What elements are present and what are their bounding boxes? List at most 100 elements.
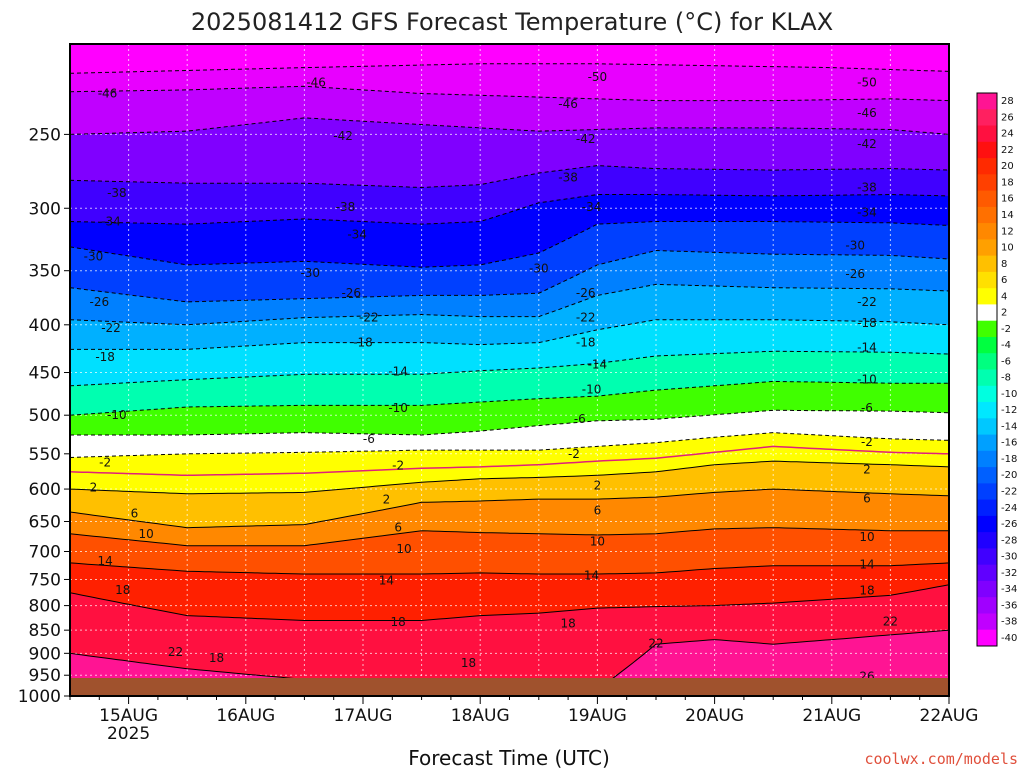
contour-label: 14 xyxy=(379,574,394,588)
contour-label: 2 xyxy=(863,463,871,477)
credit-link[interactable]: coolwx.com/models xyxy=(864,750,1018,768)
colorbar-swatch xyxy=(977,385,997,403)
colorbar-label: -4 xyxy=(1001,340,1011,351)
colorbar-label: 24 xyxy=(1001,129,1014,140)
colorbar-frame xyxy=(976,92,998,647)
y-tick-label: 400 xyxy=(29,316,61,336)
contour-label: -22 xyxy=(576,311,596,325)
colorbar-swatch xyxy=(977,580,997,598)
contour-label: 14 xyxy=(98,554,113,568)
freezing-line xyxy=(70,445,949,477)
colorbar-swatch xyxy=(977,499,997,517)
contour-label: -22 xyxy=(101,321,121,335)
x-tick-label: 21AUG xyxy=(802,706,861,726)
y-tick-label: 850 xyxy=(29,621,61,641)
colorbar-swatch xyxy=(977,564,997,582)
contour-label: 2 xyxy=(383,493,391,507)
x-tick-label: 17AUG xyxy=(334,706,393,726)
colorbar-swatch xyxy=(977,190,997,208)
x-year-label: 2025 xyxy=(107,724,150,744)
y-tick-label: 1000 xyxy=(18,687,61,707)
contour-label: 14 xyxy=(859,558,874,572)
colorbar-swatch xyxy=(977,515,997,533)
contour-label: -26 xyxy=(845,267,865,281)
isotherm-line xyxy=(70,460,949,495)
contour-label: -42 xyxy=(576,132,596,146)
x-axis-label: Forecast Time (UTC) xyxy=(408,746,610,768)
contour-label: 22 xyxy=(648,636,663,650)
colorbar-label: -36 xyxy=(1001,600,1017,611)
colorbar-swatch xyxy=(977,629,997,647)
y-tick-label: 500 xyxy=(29,406,61,426)
contour-label: -38 xyxy=(857,180,877,194)
contour-label: 6 xyxy=(594,504,602,518)
contour-label: 2 xyxy=(594,479,602,493)
y-axis: 250 300 350 400 450 500 550 600 650 700 750 800 850 9… xyxy=(18,125,70,707)
colorbar-label: -6 xyxy=(1001,356,1011,367)
contour-label: -46 xyxy=(98,87,118,101)
colorbar-label: -24 xyxy=(1001,503,1017,514)
colorbar-swatch xyxy=(977,597,997,614)
colorbar-label: -20 xyxy=(1001,470,1017,481)
y-tick-label: 350 xyxy=(29,262,61,282)
colorbar-label: 18 xyxy=(1001,178,1014,189)
colorbar-swatch xyxy=(977,271,997,289)
contour-label: -10 xyxy=(388,401,408,415)
contour-label: -14 xyxy=(588,357,608,371)
colorbar-swatch xyxy=(977,255,997,273)
colorbar-label: 26 xyxy=(1001,112,1014,123)
contour-label: 10 xyxy=(859,530,874,544)
contour-label: -50 xyxy=(588,70,608,84)
colorbar-label: -28 xyxy=(1001,535,1017,546)
contour-label: -2 xyxy=(392,458,404,472)
contour-label: 18 xyxy=(859,584,874,598)
contour-label: 18 xyxy=(391,615,406,629)
contour-label: -2 xyxy=(861,435,873,449)
colorbar-swatch xyxy=(977,304,997,322)
isotherm-line xyxy=(70,221,949,268)
contour-label: 18 xyxy=(209,651,224,665)
contour-label: 14 xyxy=(584,569,599,583)
isotherm-line xyxy=(70,319,949,350)
isotherm-line xyxy=(70,584,949,621)
contour-label: 10 xyxy=(139,527,154,541)
contour-label: 2 xyxy=(90,481,98,495)
isotherm-line xyxy=(70,488,949,529)
y-tick-label: 600 xyxy=(29,480,61,500)
y-tick-label: 750 xyxy=(29,570,61,590)
colorbar-label: -10 xyxy=(1001,389,1017,400)
isotherm-line xyxy=(70,283,949,326)
contour-label: 18 xyxy=(461,656,476,670)
colorbar-label: -34 xyxy=(1001,584,1017,595)
contour-label: -50 xyxy=(857,76,877,90)
contour-label: -38 xyxy=(558,170,578,184)
colorbar-swatch xyxy=(977,418,997,436)
isotherm-line xyxy=(70,249,949,303)
colorbar-swatch xyxy=(977,223,997,240)
colorbar-label: 2 xyxy=(1001,308,1007,319)
contour-label: -38 xyxy=(336,200,356,214)
contour-label: 10 xyxy=(396,542,411,556)
colorbar-swatch xyxy=(977,109,997,127)
x-tick-label: 20AUG xyxy=(685,706,744,726)
chart-title: 2025081412 GFS Forecast Temperature (°C)… xyxy=(191,8,833,36)
grid-lines xyxy=(70,44,949,696)
colorbar-swatch xyxy=(977,174,997,192)
contour-label: -34 xyxy=(857,205,877,219)
contour-label: -26 xyxy=(576,286,596,300)
contour-label: -30 xyxy=(300,266,320,280)
isotherm-contours xyxy=(70,63,949,693)
colorbar-swatch xyxy=(977,369,997,387)
contour-label: -34 xyxy=(101,215,121,229)
colorbar: 28 26 24 22 20 18 16 14 12 10 8 6 4 2 -2 -4 -6 -8 -10 -12 -1… xyxy=(976,92,1017,647)
colorbar-label: 8 xyxy=(1001,259,1007,270)
contour-label: 18 xyxy=(115,583,130,597)
colorbar-swatch xyxy=(977,93,997,110)
x-axis: 15AUG 16AUG 17AUG 18AUG 19AUG 20AUG 21AUG 22AUG… xyxy=(69,696,978,744)
contour-label: -10 xyxy=(107,408,127,422)
colorbar-label: 6 xyxy=(1001,275,1007,286)
colorbar-swatch xyxy=(977,467,997,484)
x-tick-label: 19AUG xyxy=(568,706,627,726)
y-tick-label: 550 xyxy=(29,445,61,465)
colorbar-swatch xyxy=(977,532,997,549)
